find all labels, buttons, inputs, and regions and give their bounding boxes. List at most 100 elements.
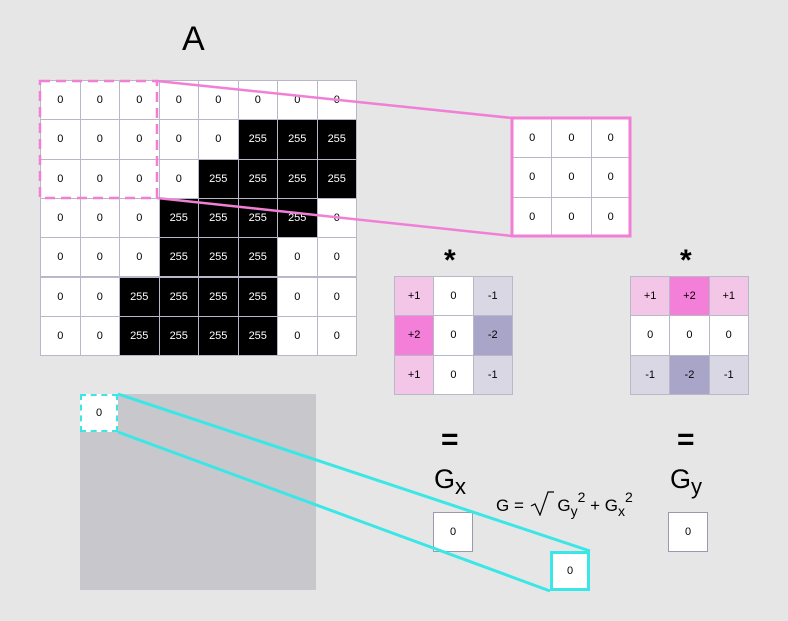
kernel-y-cell: -1 — [708, 354, 749, 395]
gy-label: Gy — [670, 464, 702, 499]
gy-label-sub: y — [691, 474, 703, 499]
matrix-a-cell: 255 — [198, 158, 239, 199]
gy-value: 0 — [684, 526, 692, 538]
matrix-a-cell: 0 — [277, 276, 318, 317]
matrix-a-cell: 0 — [277, 237, 318, 278]
matrix-a-cell: 0 — [79, 276, 120, 317]
matrix-a-cell: 0 — [198, 80, 239, 121]
matrix-a-cell: 255 — [158, 197, 199, 239]
kernel-x-cell: +1 — [394, 276, 435, 317]
matrix-a-cell: 0 — [316, 237, 357, 278]
matrix-a-cell: 0 — [40, 276, 81, 317]
kernel-x-cell: +1 — [394, 354, 435, 395]
matrix-a-cell: 255 — [198, 197, 239, 239]
kernel-x-cell: 0 — [433, 354, 474, 395]
window-cell: 0 — [590, 118, 631, 159]
kernel-y-cell: +1 — [708, 276, 749, 317]
matrix-a-cell: 255 — [198, 276, 239, 317]
window-cell: 0 — [512, 118, 553, 159]
matrix-a-cell: 0 — [158, 80, 199, 121]
result-pixel: 0 — [550, 551, 590, 591]
matrix-a-cell: 0 — [40, 80, 81, 121]
matrix-a-cell: 255 — [119, 315, 160, 357]
matrix-a-cell: 255 — [277, 197, 318, 239]
matrix-a-cell: 0 — [79, 119, 120, 160]
matrix-a-cell: 255 — [316, 119, 357, 160]
matrix-a-cell: 0 — [198, 119, 239, 160]
kernel-x-cell: -2 — [472, 315, 513, 356]
output-corner-value: 0 — [95, 407, 103, 419]
formula-plus: + — [590, 496, 601, 515]
equals-x: = — [441, 423, 459, 456]
matrix-a-cell: 255 — [237, 197, 278, 239]
matrix-a-cell: 255 — [198, 315, 239, 357]
sobel-kernel-y: +1 +2 +1 0 0 0 -1 -2 -1 — [630, 276, 749, 395]
matrix-a-cell: 255 — [237, 276, 278, 317]
matrix-a-cell: 255 — [237, 315, 278, 357]
matrix-a-cell: 255 — [277, 119, 318, 160]
matrix-a-cell: 0 — [119, 119, 160, 160]
gy-label-main: G — [670, 464, 692, 494]
gy-value-box: 0 — [668, 512, 708, 552]
matrix-a-cell: 0 — [79, 158, 120, 199]
sobel-kernel-x: +1 0 -1 +2 0 -2 +1 0 -1 — [394, 276, 513, 395]
matrix-a-label: A — [182, 20, 205, 58]
matrix-a-cell: 0 — [40, 315, 81, 357]
kernel-y-cell: 0 — [669, 315, 710, 356]
matrix-a-cell: 0 — [237, 80, 278, 121]
window-cell: 0 — [512, 196, 553, 237]
kernel-x-cell: 0 — [433, 315, 474, 356]
window-cell: 0 — [590, 196, 631, 237]
formula-term2: G — [604, 496, 619, 515]
gx-value-box: 0 — [433, 512, 473, 552]
matrix-a-cell: 0 — [79, 80, 120, 121]
matrix-a-cell: 255 — [237, 119, 278, 160]
gx-value: 0 — [449, 526, 457, 538]
matrix-a-cell: 255 — [237, 158, 278, 199]
matrix-a-cell: 0 — [79, 315, 120, 357]
matrix-a-cell: 0 — [158, 119, 199, 160]
formula-term1-sub: y — [570, 503, 578, 519]
matrix-a-cell: 255 — [277, 158, 318, 199]
window-cell: 0 — [551, 118, 592, 159]
matrix-a-cell: 0 — [79, 237, 120, 278]
convolution-operator-y: * — [680, 244, 692, 277]
matrix-a-cell: 0 — [316, 276, 357, 317]
matrix-a-cell: 0 — [40, 237, 81, 278]
formula-term1-sup: 2 — [577, 489, 586, 505]
kernel-x-cell: +2 — [394, 315, 435, 356]
window-cell: 0 — [512, 157, 553, 198]
matrix-a-cell: 255 — [119, 276, 160, 317]
formula-term2-sub: x — [618, 503, 626, 519]
window-cell: 0 — [551, 157, 592, 198]
gx-label: Gx — [434, 464, 466, 499]
matrix-a-cell: 0 — [158, 158, 199, 199]
kernel-y-cell: +1 — [630, 276, 671, 317]
kernel-y-cell: 0 — [708, 315, 749, 356]
matrix-a-cell: 0 — [40, 119, 81, 160]
matrix-a-cell: 0 — [119, 80, 160, 121]
kernel-x-cell: -1 — [472, 276, 513, 317]
matrix-a-cell: 0 — [316, 80, 357, 121]
kernel-y-cell: -2 — [669, 354, 710, 395]
matrix-a-cell: 0 — [119, 158, 160, 199]
kernel-x-cell: 0 — [433, 276, 474, 317]
matrix-a-cell: 0 — [316, 197, 357, 239]
convolution-operator-x: * — [444, 244, 456, 277]
matrix-a-cell: 255 — [316, 158, 357, 199]
result-value: 0 — [566, 565, 574, 577]
matrix-a-cell: 0 — [119, 197, 160, 239]
window-cell: 0 — [551, 196, 592, 237]
window-cell: 0 — [590, 157, 631, 198]
matrix-a-cell: 0 — [277, 80, 318, 121]
matrix-a-cell: 255 — [158, 315, 199, 357]
matrix-a-cell: 0 — [79, 197, 120, 239]
matrix-a-cell: 0 — [40, 197, 81, 239]
matrix-a-cell: 0 — [119, 237, 160, 278]
kernel-x-cell: -1 — [472, 354, 513, 395]
matrix-a-cell: 0 — [277, 315, 318, 357]
matrix-a-cell: 255 — [198, 237, 239, 278]
formula-term2-sup: 2 — [625, 489, 633, 505]
